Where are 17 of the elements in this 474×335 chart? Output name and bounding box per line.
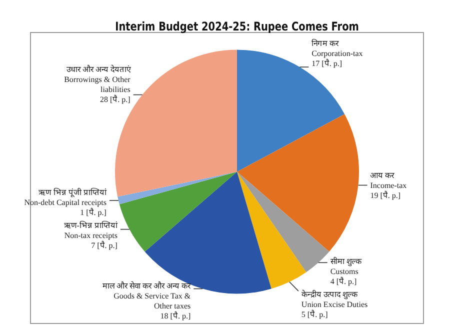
slice-label: निगम कर Corporation-tax bbox=[312, 38, 363, 58]
slice-label: आय कर Income-tax bbox=[370, 170, 407, 190]
slice-label: उधार और अन्य देयताएं Borrowings & Other liabilities bbox=[64, 64, 132, 94]
slice-label: सीमा शुल्क Customs bbox=[330, 256, 362, 276]
data-label: 19 [पै. p.] bbox=[370, 190, 401, 200]
slice-label: ऋण भिन्न पूंजी प्राप्तियां Non-debt Capital receipts bbox=[24, 186, 108, 207]
slice-label: केन्द्रीय उत्पाद शुल्क Union Excise Duties bbox=[301, 289, 368, 310]
data-label: 7 [पै. p.] bbox=[91, 240, 118, 250]
slice-label: ऋण-भिन्न प्राप्तियां Non-tax receipts bbox=[64, 220, 118, 240]
data-label: 28 [पै. p.] bbox=[100, 94, 131, 104]
data-label: 18 [पै. p.] bbox=[160, 310, 191, 320]
data-label: 4 [पै. p.] bbox=[330, 276, 358, 286]
data-label: 1 [पै. p.] bbox=[80, 206, 107, 217]
chart-title: Interim Budget 2024-25: Rupee Comes From bbox=[115, 19, 359, 34]
slice-label: माल और सेवा कर और अन्य कर Goods & Service Tax & Other taxes bbox=[102, 280, 192, 310]
data-label: 17 [पै. p.] bbox=[312, 58, 342, 68]
data-label: 5 [पै. p.] bbox=[301, 309, 328, 320]
